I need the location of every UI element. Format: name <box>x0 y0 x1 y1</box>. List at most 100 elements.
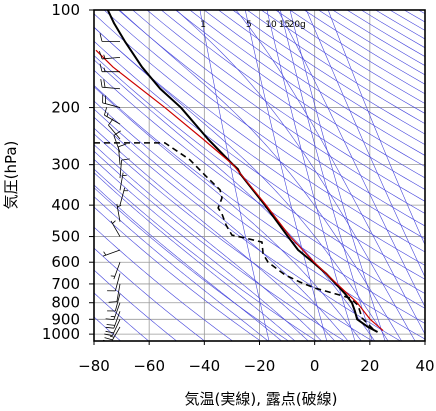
mixing-ratio-label: 20g <box>289 20 306 30</box>
wind-barb <box>102 249 121 257</box>
dry-adiabat-line <box>94 168 317 341</box>
x-tick-label: −40 <box>188 357 220 375</box>
moist-adiabat-line <box>94 108 349 341</box>
mixing-ratio-line <box>199 10 270 341</box>
dry-adiabat-line <box>94 55 425 294</box>
wind-barb <box>99 63 120 73</box>
wind-barb <box>105 311 121 329</box>
x-tick-label: 0 <box>310 357 320 375</box>
wind-barb <box>107 273 121 292</box>
wind-barb <box>105 302 121 321</box>
y-tick-label: 200 <box>51 99 80 117</box>
parcel-path-line <box>95 49 384 332</box>
dry-adiabat-line <box>161 10 425 190</box>
wind-barb <box>107 293 121 312</box>
y-axis-label: 気圧(hPa) <box>2 141 20 210</box>
dry-adiabat-line <box>94 84 425 324</box>
moist-adiabat-line <box>94 59 375 341</box>
moist-adiabat-line <box>94 172 296 341</box>
moist-adiabat-line <box>176 10 416 341</box>
wind-barb <box>102 94 121 108</box>
y-tick-label: 700 <box>51 275 80 293</box>
mixing-ratio-label: 5 <box>246 20 252 30</box>
moist-adiabat-line <box>235 10 425 335</box>
mixing-ratio-label: 10 <box>265 20 277 30</box>
wind-barb <box>104 319 121 337</box>
adiabat-lines <box>94 10 425 341</box>
mixing-ratio-line <box>279 10 373 341</box>
dry-adiabat-line <box>94 26 425 266</box>
y-tick-label: 600 <box>51 253 80 271</box>
dry-adiabat-line <box>94 150 345 341</box>
dry-adiabat-line <box>94 226 233 341</box>
moist-adiabat-line <box>119 10 402 341</box>
x-tick-label: −80 <box>78 357 110 375</box>
wind-barb <box>108 118 121 140</box>
wind-barb <box>116 203 122 222</box>
dry-adiabat-line <box>94 187 289 341</box>
moist-adiabat-line <box>94 184 282 341</box>
x-axis: −80 −60 −40 −20 0 20 40 <box>78 341 435 375</box>
x-tick-label: −60 <box>133 357 165 375</box>
wind-barb <box>102 326 121 341</box>
dry-adiabat-line <box>94 69 425 309</box>
dry-adiabat-line <box>103 10 425 240</box>
dry-adiabat-line <box>203 10 425 156</box>
x-tick-label: −20 <box>244 357 276 375</box>
sounding-profiles <box>94 10 384 333</box>
dry-adiabat-line <box>94 247 205 341</box>
temperature-line <box>106 10 379 333</box>
moist-adiabat-line <box>94 144 322 341</box>
y-tick-label: 1000 <box>42 325 80 343</box>
mixing-ratio-label: 15 <box>279 20 290 30</box>
x-tick-label: 40 <box>415 357 434 375</box>
moist-adiabat-line <box>94 196 269 341</box>
mixing-ratio-line <box>266 10 356 341</box>
dry-adiabat-line <box>189 10 425 167</box>
mixing-ratio-line <box>289 10 386 341</box>
dry-adiabat-line <box>118 10 425 227</box>
dry-adiabat-line <box>175 10 425 179</box>
wind-barb <box>118 143 127 165</box>
wind-barb <box>108 283 121 303</box>
y-tick-label: 400 <box>51 196 80 214</box>
x-tick-label: 20 <box>360 357 379 375</box>
mixing-ratio-label: 1 <box>200 20 206 30</box>
y-tick-label: 500 <box>51 228 80 246</box>
moist-adiabat-line <box>327 10 425 246</box>
mixing-ratio-lines <box>199 10 386 341</box>
wind-barb <box>119 158 130 179</box>
dry-adiabat-line <box>94 13 425 253</box>
x-axis-label: 気温(実線), 露点(破線) <box>185 390 338 408</box>
dry-adiabat-line <box>94 316 121 341</box>
dry-adiabat-line <box>218 10 425 146</box>
dry-adiabat-line <box>94 40 425 280</box>
wind-barb <box>110 262 121 280</box>
wind-barb <box>100 78 121 90</box>
dry-adiabat-line <box>94 206 261 341</box>
wind-barbs <box>99 33 130 341</box>
mixing-ratio-line <box>244 10 328 341</box>
y-tick-label: 300 <box>51 156 80 174</box>
dry-adiabat-line <box>94 292 149 341</box>
wind-barb <box>99 51 121 60</box>
moist-adiabat-line <box>94 127 336 341</box>
wind-barb <box>110 220 121 237</box>
dry-adiabat-line <box>146 10 425 202</box>
dry-adiabat-line <box>94 269 177 341</box>
moist-adiabat-line <box>306 10 425 278</box>
moist-adiabat-line <box>277 10 425 308</box>
y-tick-label: 900 <box>51 310 80 328</box>
y-tick-label: 100 <box>51 1 80 19</box>
wind-barb <box>119 172 127 191</box>
moist-adiabat-line <box>94 158 309 341</box>
dry-adiabat-line <box>94 100 425 340</box>
wind-barb <box>119 187 129 206</box>
y-tick-label: 800 <box>51 294 80 312</box>
dewpoint-line <box>94 142 377 333</box>
wind-barb <box>99 33 120 42</box>
dry-adiabat-line <box>132 10 425 214</box>
